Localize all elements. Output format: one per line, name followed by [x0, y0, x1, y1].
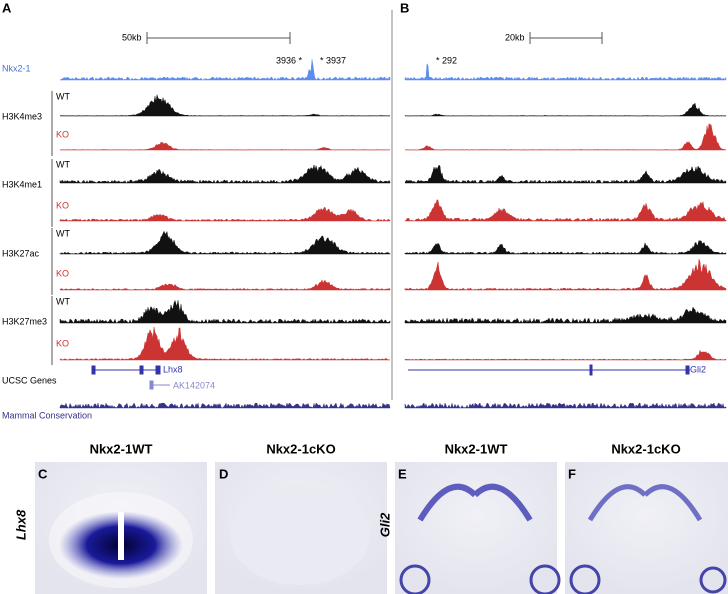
panel-label: D — [219, 466, 228, 481]
signal-track — [404, 62, 727, 81]
signal-track — [59, 402, 391, 409]
track-label: Nkx2-1 — [2, 63, 31, 73]
condition-label: WT — [56, 228, 70, 238]
gene-label: Lhx8 — [163, 364, 183, 374]
track-label: UCSC Genes — [2, 375, 57, 385]
condition-label: WT — [56, 91, 70, 101]
signal-track — [404, 199, 727, 222]
image-title: Nkx2-1cKO — [266, 441, 335, 456]
condition-label: KO — [56, 268, 69, 278]
track-label: H3K27me3 — [2, 316, 47, 326]
peak-label: * 292 — [436, 55, 457, 65]
signal-track — [59, 327, 391, 361]
track-label: Mammal Conservation — [2, 410, 92, 420]
scale-bar — [529, 32, 603, 44]
signal-track — [404, 306, 727, 324]
signal-track — [404, 259, 727, 291]
gene-side-label: Gli2 — [377, 512, 392, 537]
signal-track — [59, 164, 391, 184]
gene-label: AK142074 — [173, 380, 215, 390]
image-title: Nkx2-1cKO — [611, 441, 680, 456]
signal-track — [404, 164, 727, 184]
panel-label: C — [38, 466, 48, 481]
condition-label: KO — [56, 200, 69, 210]
signal-track — [404, 122, 727, 151]
condition-label: KO — [56, 338, 69, 348]
gene-side-label: Lhx8 — [13, 509, 28, 540]
scale-label: 50kb — [122, 32, 142, 42]
track-label: H3K4me3 — [2, 111, 42, 121]
image-title: Nkx2-1WT — [445, 441, 508, 456]
image-title: Nkx2-1WT — [90, 441, 153, 456]
panel-label: B — [400, 0, 409, 15]
panel-label: E — [398, 466, 407, 481]
condition-label: KO — [56, 129, 69, 139]
track-label: H3K4me1 — [2, 179, 42, 189]
scale-bar — [146, 32, 291, 44]
signal-track — [59, 279, 391, 291]
condition-label: WT — [56, 296, 70, 306]
track-label: H3K27ac — [2, 248, 40, 258]
in-situ-images — [35, 462, 728, 594]
gene-track — [91, 364, 690, 390]
signal-track — [404, 102, 727, 117]
gene-label: Gli2 — [690, 364, 706, 374]
panel-label: F — [568, 466, 576, 481]
condition-label: WT — [56, 159, 70, 169]
signal-track — [404, 349, 727, 361]
panel-label: A — [2, 0, 12, 15]
signal-track — [59, 206, 391, 222]
signal-track — [59, 230, 391, 255]
signal-track — [59, 141, 391, 151]
peak-label: 3936 * — [276, 55, 303, 65]
signal-track — [59, 299, 391, 324]
signal-track — [59, 94, 391, 117]
signal-track — [404, 402, 727, 409]
signal-track — [59, 59, 391, 81]
peak-label: * 3937 — [320, 55, 346, 65]
scale-label: 20kb — [505, 32, 525, 42]
signal-track — [404, 239, 727, 255]
